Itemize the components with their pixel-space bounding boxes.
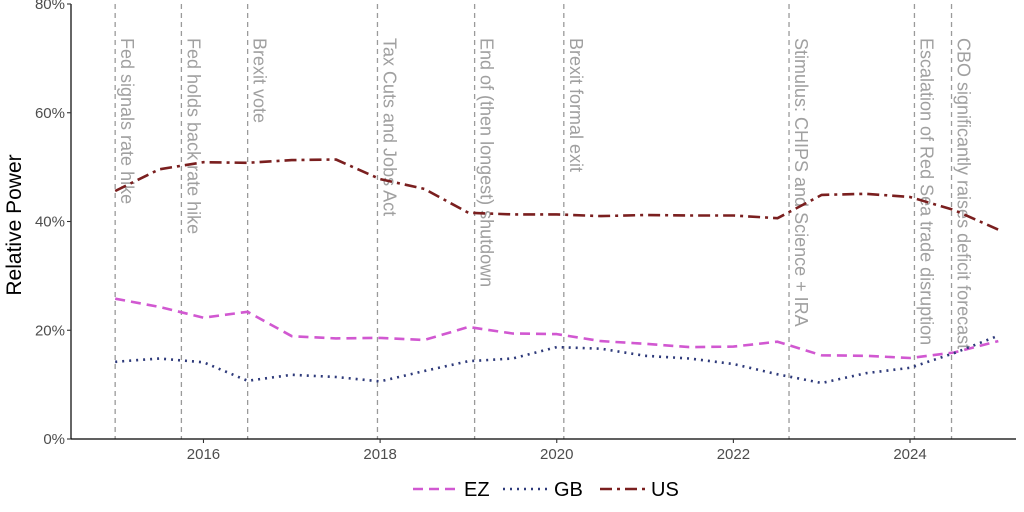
event-label-8: CBO significantly raises deficit forecas…	[954, 38, 974, 349]
event-label-1: Fed holds back rate hike	[183, 38, 203, 234]
legend: EZ GB US	[413, 479, 679, 501]
event-label-3: Tax Cuts and Jobs Act	[379, 38, 399, 216]
y-tick-label-0: 0%	[43, 431, 65, 448]
axes: 0% 20% 40% 60% 80% 2016 2018 2020 2022 2024	[35, 0, 1016, 463]
legend-label-gb: GB	[554, 479, 583, 501]
series-line-us	[114, 158, 999, 231]
event-label-4: End of (then longest) shutdown	[477, 38, 497, 287]
event-label-5: Brexit formal exit	[566, 38, 586, 172]
y-axis-title: Relative Power	[3, 154, 26, 295]
x-tick-label-1: 2018	[363, 446, 396, 463]
y-axis-title-group: Relative Power	[3, 154, 26, 295]
series-lines	[114, 158, 999, 385]
x-tick-label-0: 2016	[187, 446, 220, 463]
event-label-6: Stimulus: CHIPS and Science + IRA	[791, 38, 811, 327]
x-tick-label-2: 2020	[540, 446, 573, 463]
event-markers: Fed signals rate hike Fed holds back rate…	[114, 4, 974, 439]
y-tick-label-4: 80%	[35, 0, 65, 13]
x-tick-label-3: 2022	[717, 446, 750, 463]
series-line-ez	[114, 297, 999, 360]
legend-label-us: US	[651, 479, 679, 501]
y-tick-label-3: 60%	[35, 105, 65, 122]
event-label-0: Fed signals rate hike	[117, 38, 137, 204]
y-tick-label-1: 20%	[35, 322, 65, 339]
legend-label-ez: EZ	[464, 479, 490, 501]
event-label-2: Brexit vote	[250, 38, 270, 123]
x-tick-label-4: 2024	[893, 446, 926, 463]
y-tick-label-2: 40%	[35, 214, 65, 231]
event-label-7: Escalation of Red Sea trade disruption	[916, 38, 936, 345]
